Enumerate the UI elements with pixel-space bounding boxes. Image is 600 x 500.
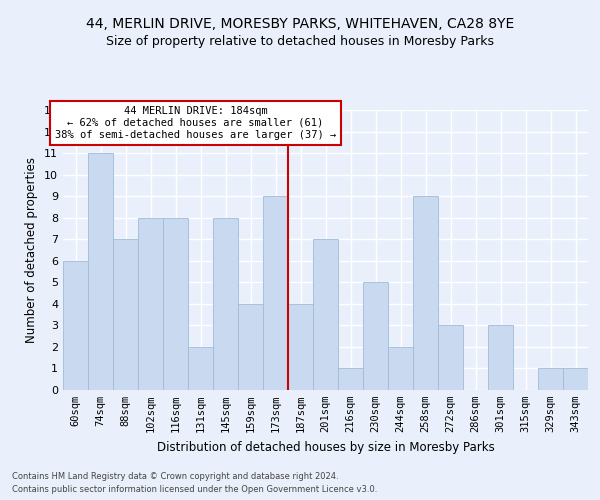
Bar: [163, 218, 188, 390]
Bar: [438, 326, 463, 390]
Bar: [238, 304, 263, 390]
Bar: [113, 239, 138, 390]
Bar: [313, 239, 338, 390]
X-axis label: Distribution of detached houses by size in Moresby Parks: Distribution of detached houses by size …: [157, 440, 494, 454]
Bar: [363, 282, 388, 390]
Bar: [88, 153, 113, 390]
Bar: [488, 326, 513, 390]
Text: Contains HM Land Registry data © Crown copyright and database right 2024.: Contains HM Land Registry data © Crown c…: [12, 472, 338, 481]
Bar: [63, 261, 88, 390]
Text: 44, MERLIN DRIVE, MORESBY PARKS, WHITEHAVEN, CA28 8YE: 44, MERLIN DRIVE, MORESBY PARKS, WHITEHA…: [86, 18, 514, 32]
Text: Contains public sector information licensed under the Open Government Licence v3: Contains public sector information licen…: [12, 485, 377, 494]
Text: Size of property relative to detached houses in Moresby Parks: Size of property relative to detached ho…: [106, 35, 494, 48]
Y-axis label: Number of detached properties: Number of detached properties: [25, 157, 38, 343]
Bar: [563, 368, 588, 390]
Bar: [413, 196, 438, 390]
Bar: [138, 218, 163, 390]
Bar: [338, 368, 363, 390]
Bar: [188, 347, 213, 390]
Text: 44 MERLIN DRIVE: 184sqm
← 62% of detached houses are smaller (61)
38% of semi-de: 44 MERLIN DRIVE: 184sqm ← 62% of detache…: [55, 106, 336, 140]
Bar: [263, 196, 288, 390]
Bar: [538, 368, 563, 390]
Bar: [213, 218, 238, 390]
Bar: [288, 304, 313, 390]
Bar: [388, 347, 413, 390]
